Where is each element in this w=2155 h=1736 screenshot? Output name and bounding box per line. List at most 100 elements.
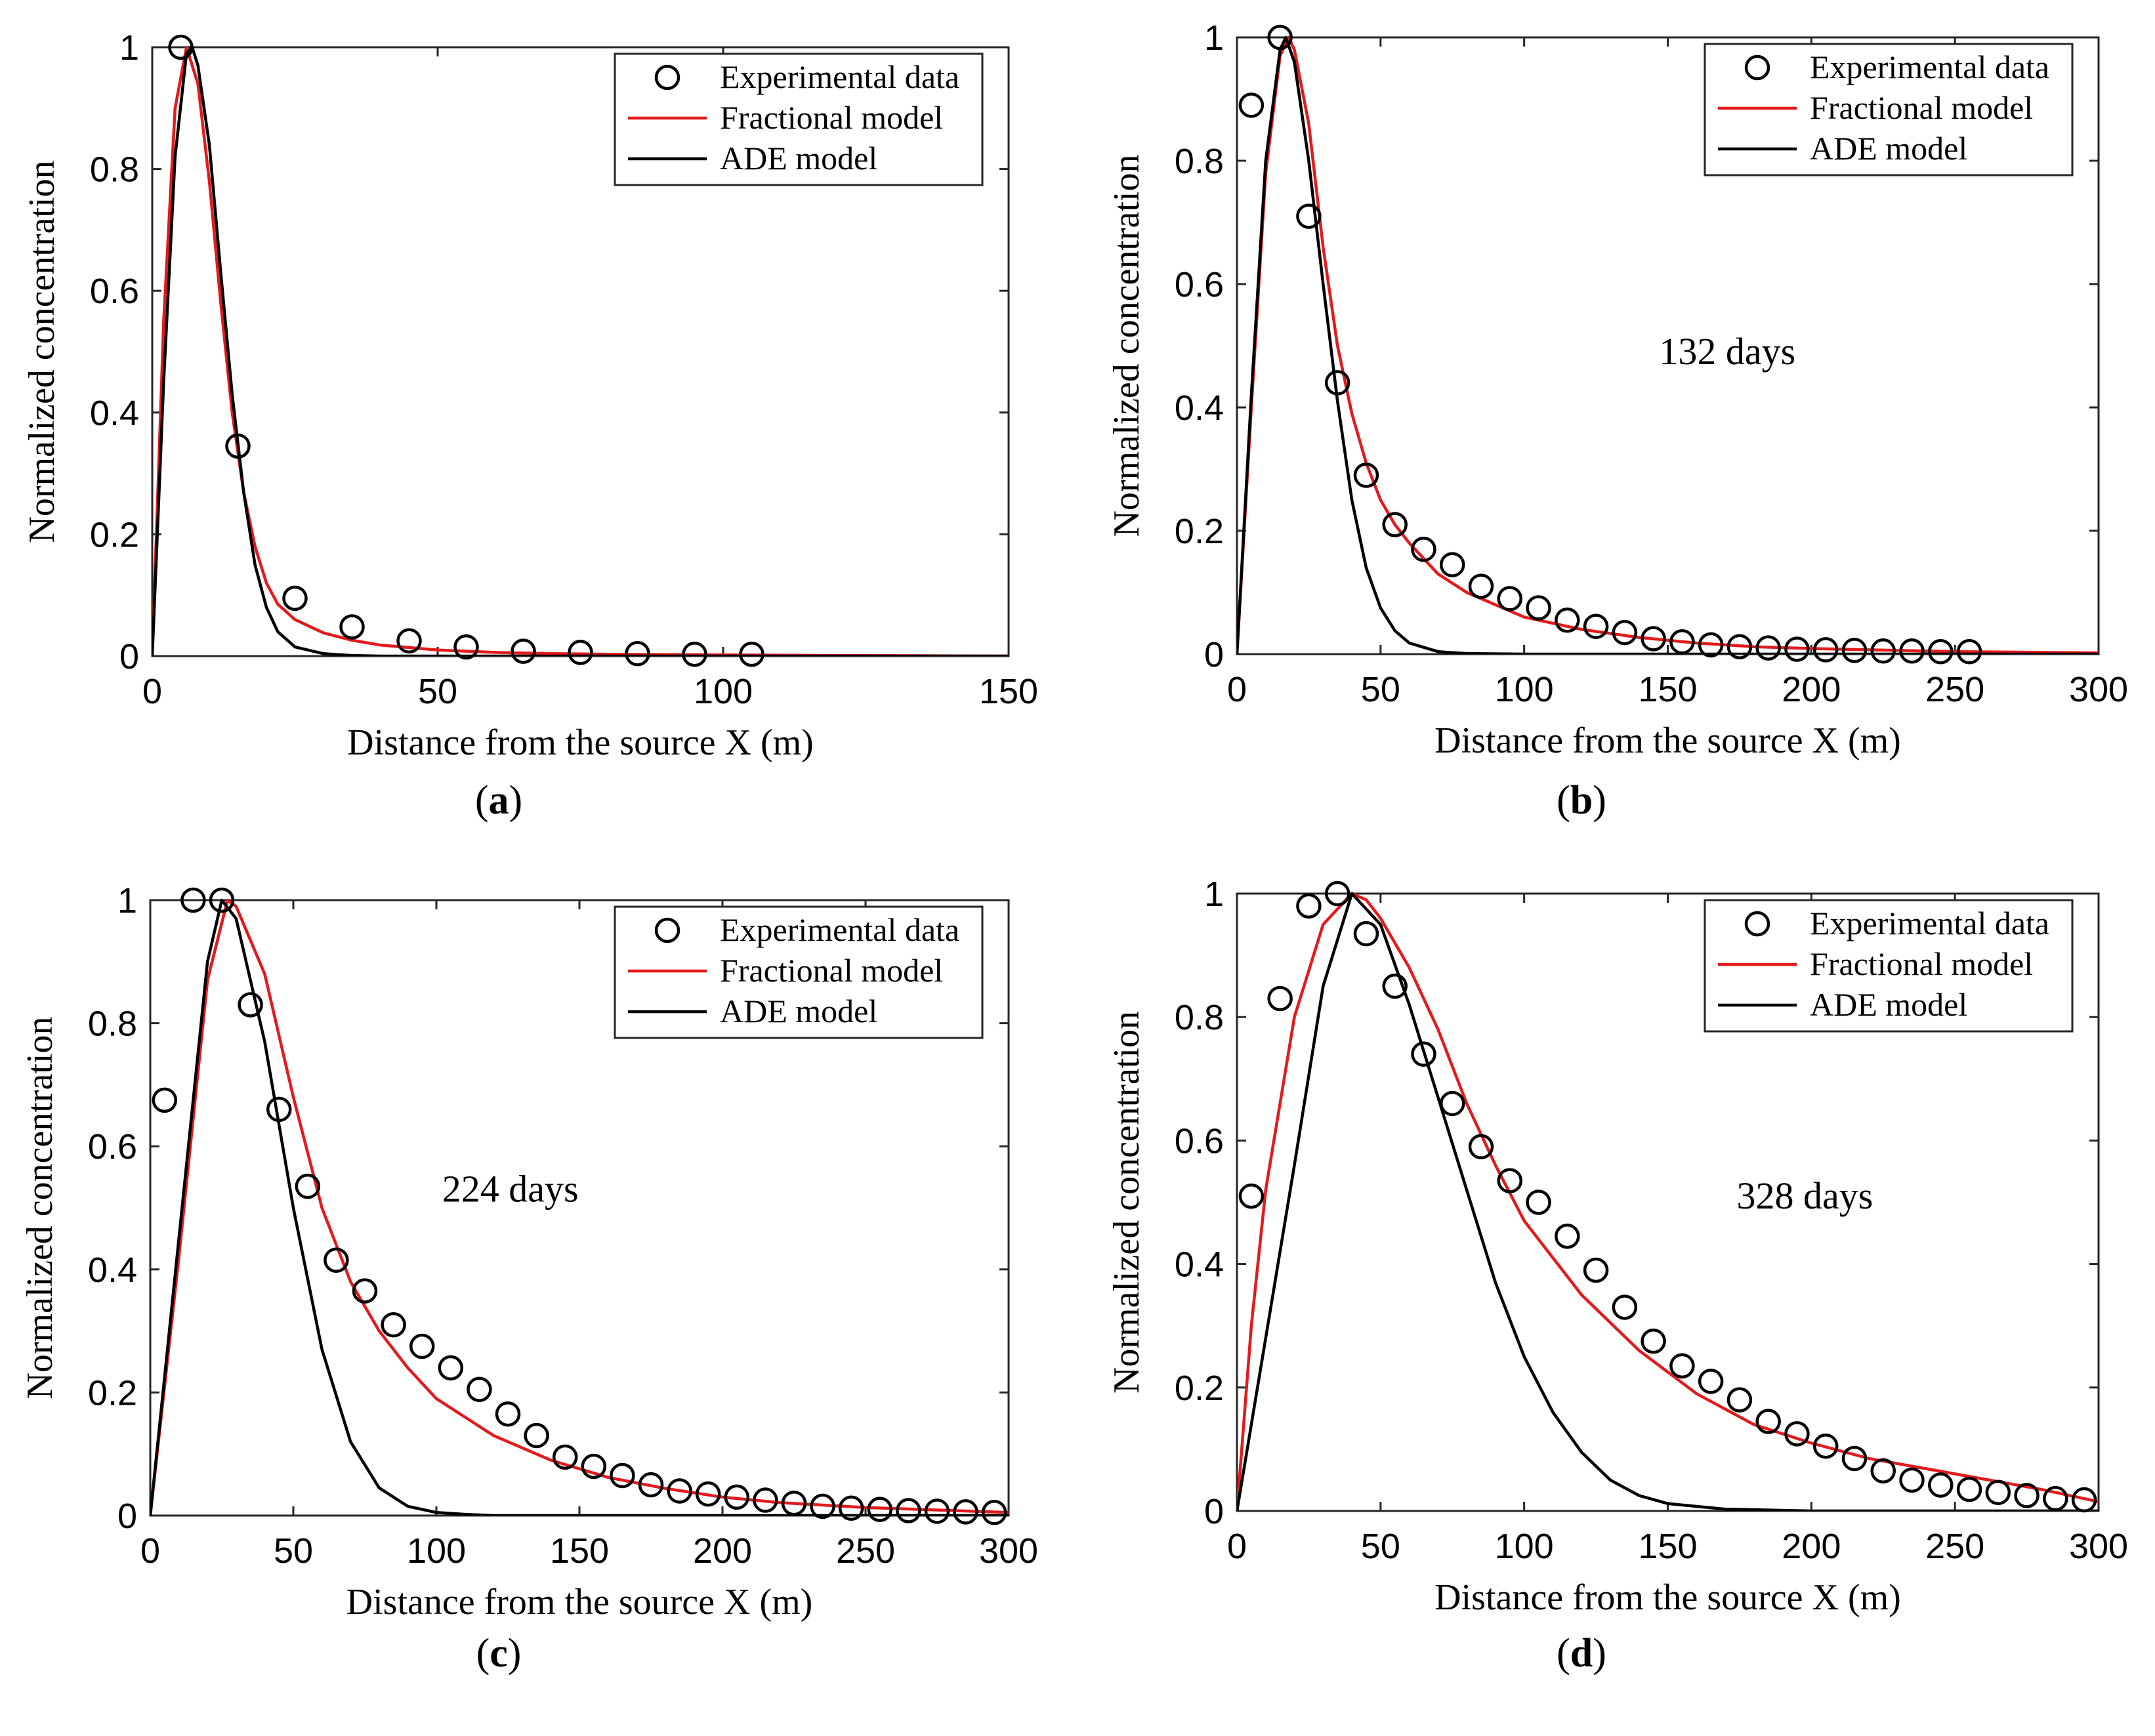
y-tick-label: 0.2 — [1175, 1369, 1224, 1408]
x-tick-label: 50 — [1361, 670, 1400, 709]
data-point — [1641, 1328, 1666, 1354]
legend-entry: Experimental data — [720, 911, 959, 948]
x-tick-label: 50 — [418, 672, 457, 711]
data-point — [1353, 463, 1379, 488]
y-axis-label: Normalized concentration — [20, 1016, 60, 1399]
data-point — [1870, 1458, 1896, 1484]
y-tick-label: 0.6 — [90, 272, 139, 311]
data-point — [1267, 24, 1293, 51]
data-point — [1669, 629, 1695, 655]
x-tick-label: 150 — [1638, 1527, 1697, 1566]
series-line-fractional-model — [1237, 35, 2099, 654]
x-tick-label: 0 — [1227, 670, 1247, 709]
data-point — [381, 1312, 406, 1338]
y-tick-label: 0.6 — [1175, 1121, 1224, 1161]
legend-entry: ADE model — [720, 993, 877, 1029]
data-point — [1669, 1353, 1695, 1379]
y-tick-label: 1 — [117, 881, 137, 920]
data-point — [209, 887, 235, 913]
y-tick-label: 0.6 — [1175, 265, 1224, 304]
legend-entry: ADE model — [720, 140, 877, 176]
panel-caption: (a) — [475, 778, 522, 823]
y-tick-label: 0.8 — [88, 1004, 137, 1044]
legend-entry: Experimental data — [720, 58, 959, 95]
data-point — [867, 1497, 893, 1522]
data-point — [1726, 634, 1753, 659]
data-point — [324, 1247, 349, 1273]
x-tick-label: 250 — [1925, 670, 1984, 709]
elapsed-time-annotation: 328 days — [1737, 1174, 1873, 1217]
panel-caption: (b) — [1557, 778, 1606, 823]
data-point — [438, 1355, 464, 1381]
data-point — [953, 1499, 978, 1525]
data-point — [1612, 1294, 1638, 1320]
y-tick-label: 0.4 — [1175, 388, 1224, 428]
data-point — [1296, 203, 1322, 229]
x-tick-label: 300 — [2069, 1527, 2128, 1566]
x-tick-label: 250 — [1925, 1527, 1984, 1566]
data-point — [396, 628, 422, 654]
data-point — [1440, 552, 1465, 577]
data-point — [339, 614, 365, 640]
x-tick-label: 300 — [979, 1531, 1038, 1571]
data-point — [2043, 1485, 2068, 1512]
legend-marker — [654, 917, 680, 943]
data-point — [1324, 880, 1350, 907]
data-point — [1468, 1134, 1494, 1160]
x-axis-label: Distance from the source X (m) — [346, 1582, 813, 1622]
x-axis-label: Distance from the source X (m) — [347, 722, 814, 763]
data-point — [1526, 595, 1551, 621]
data-point — [1928, 1472, 1954, 1498]
y-tick-label: 0 — [119, 637, 139, 676]
data-point — [467, 1376, 492, 1402]
panel-a: 0 50 100 150 0 0.2 0.4 0.6 0.8 1 Distance from the… — [22, 28, 1038, 823]
data-point — [1755, 635, 1781, 661]
elapsed-time-annotation: 132 days — [1659, 330, 1795, 373]
legend-marker — [1744, 911, 1770, 937]
data-point — [1238, 93, 1265, 118]
data-point — [1726, 1387, 1753, 1413]
data-point — [1411, 536, 1436, 562]
data-point — [1555, 608, 1580, 633]
data-point — [1841, 638, 1868, 663]
x-tick-label: 200 — [693, 1531, 752, 1571]
series-line-ade-model — [1237, 892, 2099, 1511]
y-axis-label: Normalized concentration — [1106, 1011, 1147, 1394]
x-tick-label: 200 — [1782, 670, 1841, 709]
data-point — [1870, 638, 1896, 664]
x-tick-label: 100 — [1495, 670, 1554, 709]
legend: Experimental data Fractional model ADE mod… — [1704, 899, 2074, 1033]
data-point — [511, 638, 536, 664]
data-point — [266, 1096, 292, 1123]
legend-entry: Fractional model — [720, 952, 943, 989]
data-point — [1928, 638, 1954, 665]
data-point — [1555, 1224, 1580, 1249]
data-point — [1583, 1257, 1609, 1283]
y-tick-label: 0.4 — [90, 394, 139, 433]
data-point — [152, 1087, 178, 1113]
data-point — [1411, 1041, 1436, 1067]
elapsed-time-annotation: 224 days — [442, 1168, 579, 1210]
data-point — [1468, 573, 1494, 599]
data-point — [2071, 1487, 2097, 1513]
data-point — [168, 34, 194, 60]
x-tick-label: 150 — [550, 1531, 609, 1571]
data-point — [1956, 1476, 1982, 1502]
x-axis-label: Distance from the source X (m) — [1434, 1577, 1901, 1618]
data-point — [1612, 619, 1638, 646]
y-tick-label: 1 — [119, 28, 139, 68]
data-point — [610, 1462, 635, 1489]
data-point — [1899, 1467, 1925, 1493]
data-point — [1497, 586, 1523, 611]
y-tick-label: 0.2 — [1175, 512, 1224, 551]
legend-marker — [654, 64, 680, 91]
series-line-fractional-model — [150, 898, 1009, 1516]
data-point — [739, 641, 764, 667]
data-point — [1956, 638, 1982, 665]
y-tick-label: 0.8 — [1175, 998, 1224, 1037]
y-tick-label: 0.2 — [90, 515, 139, 554]
data-point — [682, 641, 707, 667]
data-point — [724, 1484, 750, 1510]
